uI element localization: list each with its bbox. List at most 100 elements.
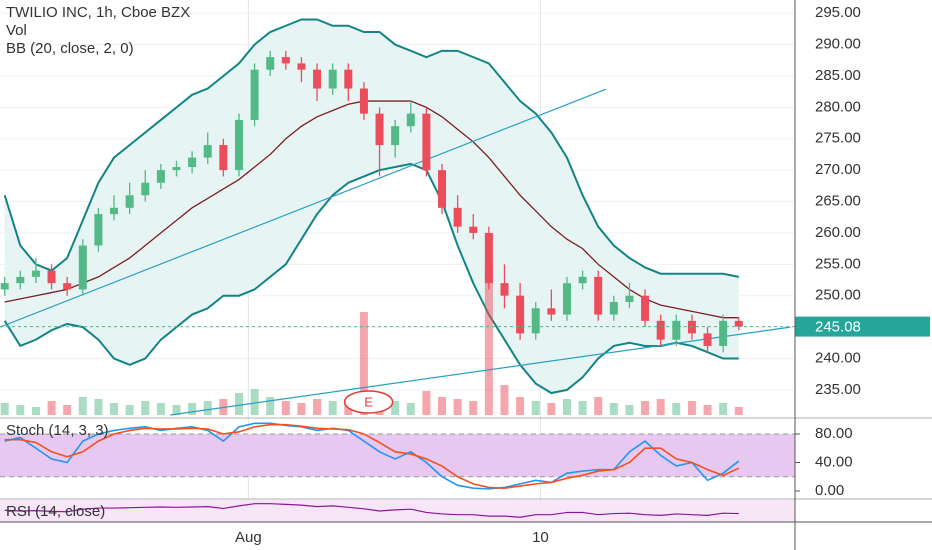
y-tick-label: 235.00 <box>815 381 861 398</box>
candle-body <box>188 157 197 168</box>
candle-body <box>94 214 103 246</box>
last-price-box <box>795 316 930 337</box>
volume-bar <box>391 401 400 415</box>
chart-title: TWILIO INC, 1h, Cboe BZX <box>6 4 190 21</box>
bb-lower <box>3 162 739 395</box>
candle-body <box>281 57 290 64</box>
bb-middle <box>4 100 739 319</box>
candle-body <box>344 69 353 89</box>
candle-body <box>63 283 72 290</box>
volume-bar <box>516 397 525 415</box>
volume-bar <box>250 389 259 415</box>
candle-body <box>141 182 150 196</box>
volume-label: Vol <box>6 22 27 39</box>
volume-bar <box>672 403 681 415</box>
y-tick-label: 240.00 <box>815 349 861 366</box>
candle-body <box>687 320 696 334</box>
candle-body <box>78 245 87 290</box>
candle-body <box>47 270 56 284</box>
y-tick-label: 285.00 <box>815 67 861 84</box>
volume-bar <box>562 399 571 415</box>
volume-bar <box>406 403 415 415</box>
volume-bar <box>344 403 353 415</box>
y-tick-label: 270.00 <box>815 161 861 178</box>
candle-body <box>266 57 275 70</box>
candle-body <box>438 170 447 208</box>
candle-body <box>469 226 478 233</box>
volume-bar <box>609 403 618 415</box>
volume-bar <box>578 401 587 415</box>
candle-body <box>328 69 337 89</box>
candle-body <box>641 295 650 321</box>
volume-bar <box>625 405 634 415</box>
candle-body <box>406 113 415 127</box>
x-tick-label: 10 <box>532 529 549 546</box>
y-tick-label: 280.00 <box>815 98 861 115</box>
volume-bar <box>156 403 165 415</box>
volume-bar <box>313 399 322 415</box>
y-tick-label: 0.00 <box>815 482 844 499</box>
volume-bar <box>687 401 696 415</box>
candle-body <box>31 270 40 277</box>
candle-body <box>516 295 525 334</box>
y-tick-label: 265.00 <box>815 193 861 210</box>
stoch-line <box>4 422 740 490</box>
candle-body <box>234 119 243 171</box>
stoch-band <box>0 433 795 477</box>
candle-body <box>594 276 603 315</box>
candle-body <box>172 167 181 171</box>
volume-bar <box>141 401 150 415</box>
volume-bar <box>188 403 197 415</box>
volume-bar <box>719 403 728 415</box>
candle-body <box>484 232 493 284</box>
candle-body <box>313 69 322 89</box>
candle-body <box>719 320 728 346</box>
candle-body <box>250 69 259 120</box>
trendline <box>0 88 607 328</box>
rsi-band <box>0 500 795 522</box>
volume-bar <box>0 403 9 415</box>
volume-bar <box>328 401 337 415</box>
candle-body <box>531 308 540 334</box>
bb-label: BB (20, close, 2, 0) <box>6 40 134 57</box>
candle-body <box>734 320 743 327</box>
candle-body <box>562 283 571 315</box>
stoch-line <box>4 423 740 489</box>
volume-bar <box>47 401 56 415</box>
volume-bar <box>547 403 556 415</box>
volume-bar <box>94 399 103 415</box>
candle-body <box>0 283 9 290</box>
y-tick-label: 40.00 <box>815 453 853 470</box>
volume-bar <box>125 405 134 415</box>
stoch-label: Stoch (14, 3, 3) <box>6 422 109 439</box>
earnings-label: E <box>364 394 373 409</box>
candle-body <box>219 145 228 171</box>
candle-body <box>125 195 134 208</box>
candle-body <box>609 301 618 315</box>
volume-bar <box>16 405 25 415</box>
candle-body <box>672 320 681 340</box>
candle-body <box>453 207 462 227</box>
y-tick-label: 260.00 <box>815 224 861 241</box>
volume-bar <box>422 391 431 415</box>
volume-bar <box>281 401 290 415</box>
volume-bar <box>500 385 509 415</box>
earnings-marker <box>343 390 394 414</box>
volume-bar <box>438 397 447 415</box>
y-tick-label: 275.00 <box>815 130 861 147</box>
volume-bar <box>703 405 712 415</box>
candle-body <box>703 333 712 346</box>
volume-bar <box>297 403 306 415</box>
last-price-label: 245.08 <box>815 319 861 336</box>
bb-upper <box>3 18 739 278</box>
volume-bar <box>78 397 87 415</box>
volume-bar <box>484 265 493 415</box>
volume-bar <box>234 393 243 415</box>
candle-body <box>656 320 665 340</box>
candle-body <box>578 276 587 284</box>
rsi-line <box>4 503 739 518</box>
volume-bar <box>641 401 650 415</box>
y-tick-label: 290.00 <box>815 36 861 53</box>
candle-body <box>547 308 556 315</box>
